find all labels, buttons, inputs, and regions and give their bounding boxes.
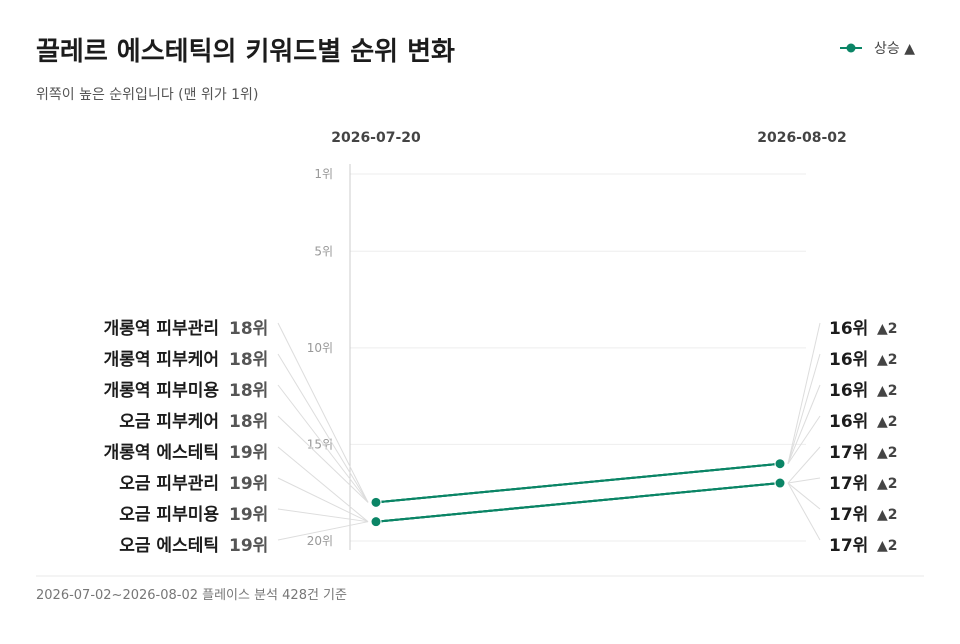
rank-change-label: ▲2 (877, 445, 898, 461)
rank-change-label: ▲2 (877, 321, 898, 337)
keyword-label: 개롱역 피부관리 (104, 319, 219, 339)
rank-start-label: 18위 (229, 350, 268, 370)
rank-end-label: 16위 (829, 412, 868, 432)
y-tick-label: 5위 (314, 244, 333, 258)
chart-title: 끌레르 에스테틱의 키워드별 순위 변화 (36, 37, 455, 67)
rank-end-label: 17위 (829, 505, 868, 525)
series-line (375, 482, 781, 523)
rank-start-label: 18위 (229, 319, 268, 339)
series-line (375, 462, 781, 504)
rank-change-label: ▲2 (877, 383, 898, 399)
leader-line-left (277, 353, 369, 503)
leader-line-right (787, 482, 821, 510)
rank-end-label: 16위 (829, 319, 868, 339)
rank-start-label: 19위 (229, 536, 268, 556)
keyword-label: 오금 피부미용 (119, 505, 219, 525)
y-tick-label: 20위 (307, 534, 333, 548)
keyword-label: 오금 에스테틱 (119, 536, 219, 556)
y-tick-label: 10위 (307, 341, 333, 355)
rank-start-label: 19위 (229, 474, 268, 494)
data-point-start (370, 516, 382, 528)
label-layer: 개롱역 피부관리 18위 16위 ▲2 개롱역 피부케어 18위 16위 ▲2 개롱역 피부미용… (104, 319, 898, 556)
keyword-label: 개롱역 피부케어 (104, 350, 219, 370)
series-layer (370, 458, 786, 528)
keyword-label: 오금 피부케어 (119, 412, 219, 432)
leader-line-left (277, 508, 369, 523)
leader-layer (277, 322, 821, 541)
keyword-label: 개롱역 에스테틱 (104, 443, 219, 463)
x-label-start: 2026-07-20 (331, 130, 421, 146)
y-tick-label: 1위 (314, 167, 333, 181)
footer-note: 2026-07-02~2026-08-02 플레이스 분석 428건 기준 (36, 588, 347, 603)
leader-line-right (787, 353, 821, 464)
rank-end-label: 17위 (829, 443, 868, 463)
rank-change-label: ▲2 (877, 476, 898, 492)
leader-line-left (277, 477, 369, 523)
rank-end-label: 17위 (829, 474, 868, 494)
leader-line-left (277, 446, 369, 523)
rank-change-label: ▲2 (877, 507, 898, 523)
leader-line-right (787, 446, 821, 484)
data-point-start (370, 496, 382, 508)
leader-line-left (277, 384, 369, 503)
leader-line-right (787, 384, 821, 464)
rank-end-label: 16위 (829, 381, 868, 401)
leader-line-right (787, 415, 821, 465)
leader-line-right (787, 322, 821, 464)
rank-change-label: ▲2 (877, 538, 898, 554)
leader-line-right (787, 482, 821, 541)
rank-end-label: 17위 (829, 536, 868, 556)
rank-start-label: 19위 (229, 443, 268, 463)
x-label-end: 2026-08-02 (757, 130, 847, 146)
legend: 상승 ▲ (840, 41, 915, 57)
rank-start-label: 18위 (229, 381, 268, 401)
grid-layer (350, 173, 806, 542)
leader-line-left (277, 521, 369, 541)
leader-line-left (277, 415, 369, 503)
leader-line-right (787, 477, 821, 484)
legend-label: 상승 ▲ (874, 41, 915, 57)
keyword-label: 개롱역 피부미용 (104, 381, 220, 401)
data-point-end (774, 477, 786, 489)
keyword-label: 오금 피부관리 (119, 474, 219, 494)
rank-start-label: 19위 (229, 505, 268, 525)
data-point-end (774, 458, 786, 470)
leader-line-left (277, 322, 369, 503)
rank-change-label: ▲2 (877, 414, 898, 430)
rank-start-label: 18위 (229, 412, 268, 432)
rank-end-label: 16위 (829, 350, 868, 370)
chart-subtitle: 위쪽이 높은 순위입니다 (맨 위가 1위) (36, 87, 258, 103)
rank-change-label: ▲2 (877, 352, 898, 368)
legend-marker (846, 43, 856, 53)
